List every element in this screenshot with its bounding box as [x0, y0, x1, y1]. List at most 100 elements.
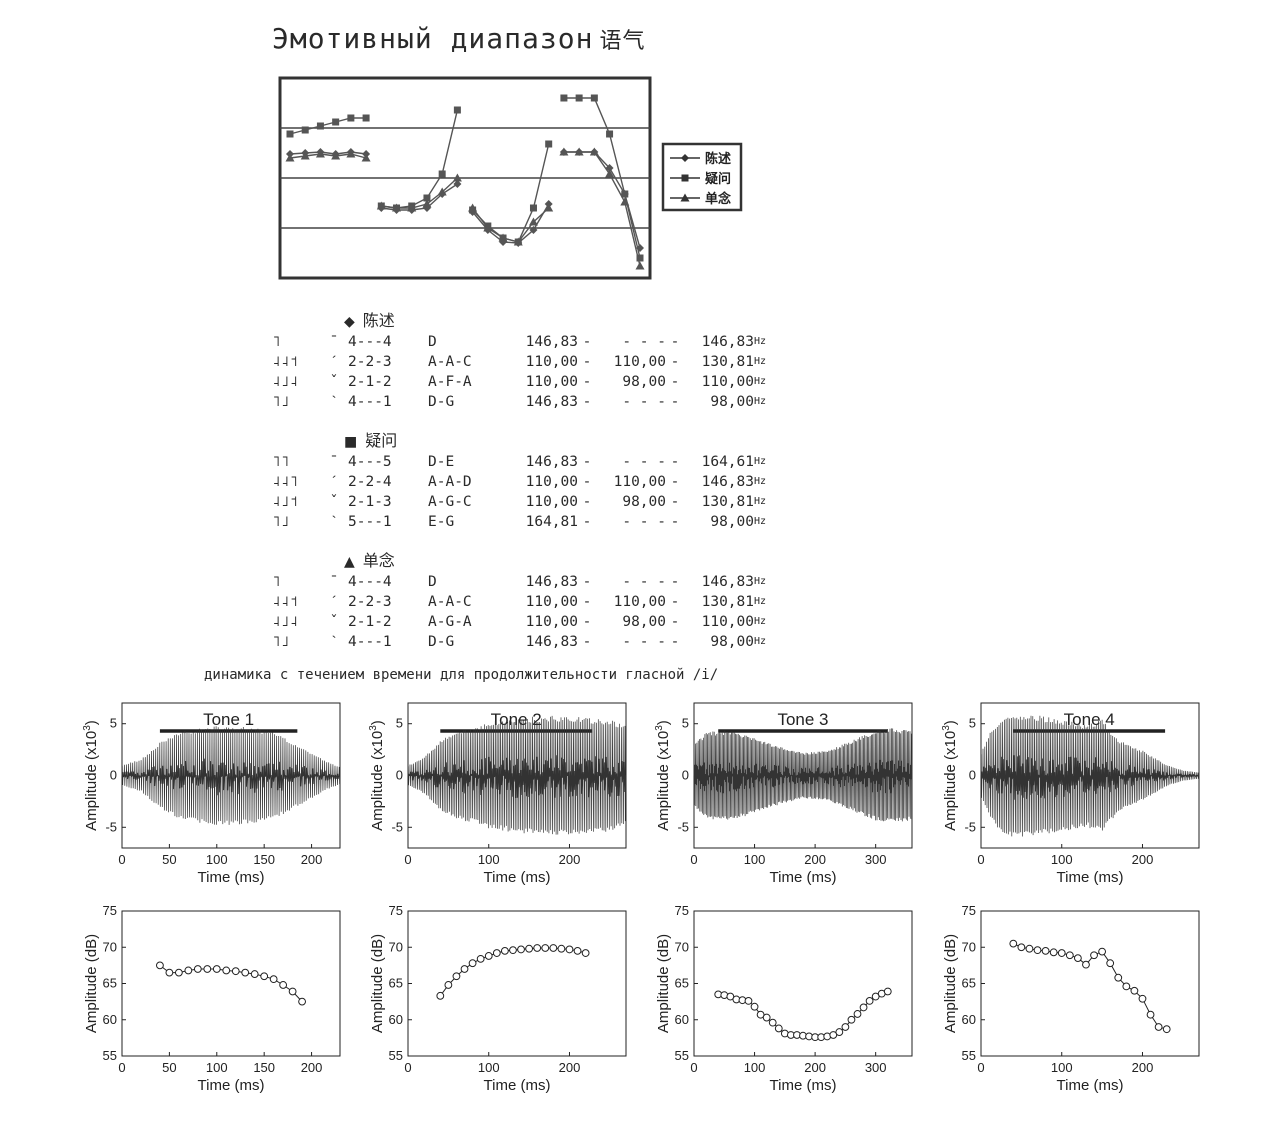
- tone-digits: 2-1-2: [348, 374, 392, 390]
- tone-sep2: -: [670, 574, 680, 590]
- tone-notes: D: [428, 334, 437, 350]
- tone-unit: Hz: [754, 376, 767, 387]
- tone-f1: 110,00: [525, 374, 578, 390]
- data-point: [762, 1013, 771, 1022]
- tone-title: Tone 3: [777, 710, 828, 729]
- tone-glyph: ˥˩: [272, 394, 290, 410]
- tone-notes: D-G: [428, 634, 455, 650]
- y-axis-label: Amplitude (dB): [942, 934, 959, 1033]
- tone-glyph: ˨˨˥: [272, 474, 299, 490]
- point-marker: [498, 233, 508, 242]
- point-marker: [544, 203, 554, 212]
- data-point: [1082, 960, 1090, 969]
- tone-title: Tone 1: [203, 710, 254, 729]
- tone-group-header: ▲ 单念: [272, 550, 766, 572]
- data-point: [222, 966, 231, 975]
- y-tick-label: 70: [103, 939, 117, 954]
- data-point: [883, 987, 892, 996]
- x-tick-label: 100: [206, 852, 228, 867]
- data-point: [835, 1028, 844, 1036]
- tone-notes: A-F-A: [428, 374, 472, 390]
- data-point: [557, 944, 566, 953]
- x-tick-label: 0: [690, 852, 697, 867]
- tone-sep1: -: [582, 454, 592, 470]
- y-tick-label: 0: [110, 768, 117, 783]
- y-tick-label: 5: [110, 716, 117, 731]
- y-tick-label: 55: [103, 1048, 117, 1063]
- x-tick-label: 0: [118, 852, 125, 867]
- point-marker: [315, 149, 325, 158]
- tone-f3: 130,81: [701, 354, 754, 370]
- y-axis-label-exp: 3: [654, 725, 665, 731]
- series-marker-icon: ■: [344, 434, 358, 450]
- axes-frame: [980, 910, 1200, 1057]
- tone-sep2: -: [670, 594, 680, 610]
- data-point: [525, 944, 534, 953]
- tone-sep2: -: [670, 614, 680, 630]
- point-marker: [528, 217, 538, 226]
- data-point: [269, 975, 278, 984]
- tone-sep2: -: [670, 634, 680, 650]
- x-axis-label: Time (ms): [770, 869, 837, 886]
- data-point: [768, 1018, 777, 1027]
- waveform: [121, 726, 340, 825]
- tone-unit: Hz: [754, 456, 767, 467]
- series-marker-icon: ◆: [344, 314, 355, 330]
- y-axis-label-main: Amplitude (x10: [83, 731, 100, 831]
- x-axis-label: Time (ms): [198, 869, 265, 886]
- tone-row: ˥˩ ˋ 4---1 D-G 146,83- - - - -98,00 Hz: [272, 632, 766, 652]
- point-marker: [635, 261, 645, 270]
- tone-row: ˨˨˥ ˊ 2-2-4 A-A-D 110,00-110,00-146,83 Hz: [272, 472, 766, 492]
- data-point: [1033, 946, 1042, 955]
- tone-f2: - - -: [622, 574, 666, 590]
- data-point: [1073, 954, 1082, 963]
- data-point: [750, 1002, 759, 1011]
- x-tick-label: 100: [1051, 1060, 1073, 1075]
- point-marker: [681, 154, 689, 162]
- tone-mark: ˊ: [331, 474, 337, 490]
- amplitude-line: [159, 965, 303, 1002]
- point-marker: [362, 114, 370, 122]
- x-axis-label: Time (ms): [198, 1077, 265, 1094]
- tone-row: ˥ ˉ 4---4 D 146,83- - - - -146,83 Hz: [272, 332, 766, 352]
- tone-glyph: ˥˩: [272, 634, 290, 650]
- point-marker: [392, 203, 402, 212]
- tone-group-title: 单念: [362, 551, 395, 570]
- tone-row: ˨˩˨ ˇ 2-1-2 A-G-A 110,00-98,00-110,00 Hz: [272, 612, 766, 632]
- y-axis-label-tail: ): [369, 720, 386, 725]
- y-axis-label-exp: 3: [82, 725, 93, 731]
- tone-notes: D: [428, 574, 437, 590]
- data-point: [744, 997, 753, 1005]
- point-marker: [605, 169, 615, 178]
- data-point: [1057, 949, 1066, 957]
- y-tick-label: 70: [389, 939, 403, 954]
- waveform: [980, 715, 1200, 837]
- y-axis-label-main: Amplitude (x10: [655, 731, 672, 831]
- point-marker: [589, 147, 599, 156]
- tone-f1: 146,83: [525, 334, 578, 350]
- tone-mark: ˇ: [329, 614, 339, 630]
- tone-digits: 2-2-3: [348, 354, 392, 370]
- point-marker: [560, 94, 568, 102]
- tone-f1: 146,83: [525, 394, 578, 410]
- y-axis-label: Amplitude (x103): [82, 720, 100, 831]
- data-point: [756, 1010, 765, 1019]
- tone-row: ˥˥ ˉ 4---5 D-E 146,83- - - - -164,61 Hz: [272, 452, 766, 472]
- data-point: [203, 965, 212, 973]
- x-axis-label: Time (ms): [484, 1077, 551, 1094]
- x-axis-label: Time (ms): [1057, 1077, 1124, 1094]
- tone-sep1: -: [582, 494, 592, 510]
- tone-f2: - - -: [622, 454, 666, 470]
- y-tick-label: 65: [962, 976, 976, 991]
- x-tick-label: 150: [253, 852, 275, 867]
- x-tick-label: 200: [804, 1060, 826, 1075]
- tone-unit: Hz: [754, 596, 767, 607]
- tone-row: ˥˩ ˋ 4---1 D-G 146,83- - - - -98,00 Hz: [272, 392, 766, 412]
- tone-glyph: ˥: [272, 574, 281, 590]
- legend-label: 疑问: [705, 171, 731, 186]
- tone-unit: Hz: [754, 336, 767, 347]
- tone-f2: - - -: [622, 514, 666, 530]
- data-point: [1025, 944, 1034, 953]
- series-line: [472, 207, 550, 243]
- tone-mark: ˉ: [329, 574, 339, 590]
